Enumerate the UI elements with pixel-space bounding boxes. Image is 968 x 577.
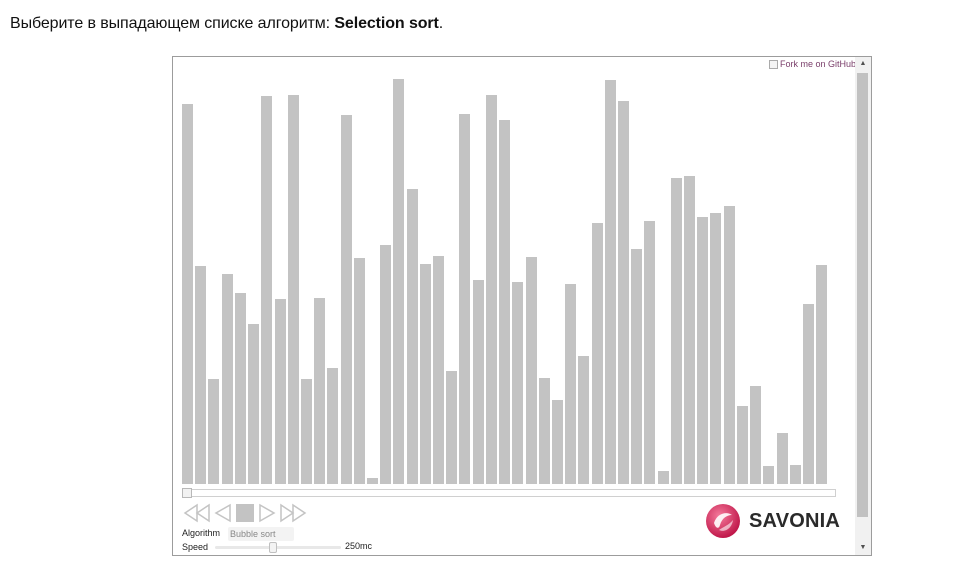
step-forward-icon[interactable] — [257, 502, 277, 524]
sort-bar — [248, 324, 260, 484]
playback-controls — [182, 502, 308, 524]
sort-bar — [578, 356, 590, 484]
instruction-prefix: Выберите в выпадающем списке алгоритм: — [10, 15, 335, 32]
sort-bar — [327, 368, 339, 484]
sort-bar — [366, 478, 378, 484]
sort-bar — [684, 176, 695, 484]
sort-bar — [525, 257, 537, 484]
sort-bar — [314, 298, 326, 484]
sort-bar — [393, 79, 405, 484]
sort-bar — [459, 114, 471, 484]
speed-value: 250mc — [345, 541, 373, 551]
sort-bar — [419, 264, 431, 484]
sort-bar — [353, 258, 365, 484]
sort-bar — [472, 280, 484, 484]
sort-bar — [736, 406, 748, 484]
savonia-logo-icon — [706, 504, 740, 538]
scroll-thumb[interactable] — [857, 73, 868, 517]
savonia-logo: SAVONIA — [705, 503, 840, 539]
sort-bar — [274, 299, 286, 484]
sort-bar — [287, 95, 299, 484]
sort-bar — [182, 104, 193, 484]
sort-bar — [789, 465, 801, 484]
sort-bar — [816, 265, 828, 484]
speed-slider-knob[interactable] — [269, 542, 277, 553]
sort-bar — [340, 115, 352, 484]
sort-bar — [631, 249, 643, 484]
sort-bar — [300, 379, 312, 484]
sort-bar — [221, 274, 233, 484]
sort-bar — [617, 101, 629, 484]
scroll-down-arrow-icon[interactable]: ▼ — [859, 544, 867, 551]
visualizer-frame: Fork me on GitHub ▲ ▼ Algorithm Bubble s… — [172, 56, 872, 556]
sort-bar — [776, 433, 788, 484]
step-progress-knob[interactable] — [182, 488, 192, 498]
bar-area — [173, 57, 853, 555]
sort-bar — [446, 371, 458, 484]
sort-bar — [591, 223, 603, 484]
sort-bar — [604, 80, 616, 484]
sort-bar — [723, 206, 735, 484]
fork-me-text: Fork me on GitHub — [779, 59, 856, 69]
sort-bar — [208, 379, 220, 484]
sort-bar — [551, 400, 563, 484]
sort-bar — [670, 178, 682, 484]
sort-bar — [644, 221, 656, 484]
sort-bar — [710, 213, 722, 484]
instruction-suffix: . — [438, 15, 444, 32]
broken-image-icon — [768, 59, 778, 69]
sort-bar — [750, 386, 761, 484]
sort-bar — [802, 304, 814, 484]
fork-me-link[interactable]: Fork me on GitHub — [768, 59, 856, 69]
sort-bar — [538, 378, 550, 484]
sort-bar — [512, 282, 524, 484]
sort-bar — [380, 245, 392, 484]
sort-bar — [697, 217, 709, 484]
step-progress-track[interactable] — [182, 489, 836, 497]
speed-slider-track[interactable] — [215, 546, 341, 549]
fast-forward-icon[interactable] — [278, 502, 308, 524]
sort-bar — [763, 466, 775, 484]
sort-bar — [499, 120, 510, 484]
rewind-to-start-icon[interactable] — [182, 502, 212, 524]
sort-bar — [657, 471, 669, 484]
sort-bar — [406, 189, 418, 484]
instruction-text: Выберите в выпадающем списке алгоритм: S… — [10, 15, 443, 33]
stop-icon[interactable] — [234, 502, 256, 524]
sort-bar — [433, 256, 444, 484]
sort-bar — [261, 96, 273, 484]
sort-bar — [234, 293, 246, 484]
instruction-algorithm: Selection sort — [334, 15, 439, 32]
scroll-up-arrow-icon[interactable]: ▲ — [859, 60, 867, 67]
savonia-logo-text: SAVONIA — [749, 509, 841, 532]
sort-bar — [565, 284, 577, 484]
sort-bar — [195, 266, 207, 484]
step-back-icon[interactable] — [213, 502, 233, 524]
algorithm-select[interactable]: Bubble sort — [228, 527, 294, 541]
algorithm-label: Algorithm — [182, 528, 221, 538]
vertical-scrollbar[interactable]: ▲ ▼ — [855, 57, 871, 555]
sort-bar — [485, 95, 497, 484]
speed-label: Speed — [182, 542, 209, 552]
